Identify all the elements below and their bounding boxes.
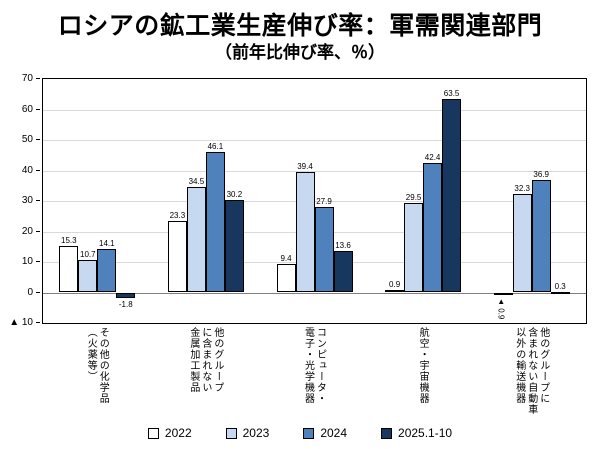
bar-2025.1-10-cat2 bbox=[224, 200, 244, 293]
y-tick-mark bbox=[36, 139, 40, 140]
bar-2024-cat2 bbox=[205, 151, 225, 293]
bar-value-label: 63.5 bbox=[443, 88, 460, 98]
gridline bbox=[43, 201, 586, 202]
y-tick-label: 20 bbox=[21, 225, 33, 237]
legend-label: 2025.1-10 bbox=[398, 426, 453, 440]
x-category-label: 他のグループ に含まれない 金属加工製品 bbox=[151, 327, 260, 419]
bar-2022-cat4 bbox=[385, 289, 405, 293]
bar-value-label: 9.4 bbox=[280, 253, 292, 263]
legend-item-2023: 2023 bbox=[225, 426, 270, 440]
bar-value-label: 46.1 bbox=[207, 141, 224, 151]
y-axis: 70 60 50 40 30 20 10 0 ▲ 10 bbox=[0, 74, 40, 328]
plot-region: 15.3 23.3 9.4 0.9 ▲ 0.9 10.7 34.5 39.4 29.5 32.3 1… bbox=[42, 78, 587, 324]
bar-value-label: 42.4 bbox=[424, 153, 441, 163]
bar-value-label: 10.7 bbox=[80, 249, 96, 259]
bar-2023-cat2 bbox=[186, 187, 206, 293]
bar-value-label: 23.3 bbox=[169, 211, 186, 221]
legend-swatch bbox=[303, 427, 315, 439]
x-category-text: 他のグループ に含まれない 金属加工製品 bbox=[187, 327, 223, 393]
legend: 2022 2023 2024 2025.1-10 bbox=[0, 424, 600, 442]
y-tick-label: ▲ 10 bbox=[9, 317, 33, 328]
zero-gridline bbox=[43, 292, 586, 294]
bar-value-label: 39.4 bbox=[297, 162, 313, 172]
bar-2024-cat4 bbox=[423, 163, 443, 293]
legend-label: 2023 bbox=[242, 426, 270, 440]
x-category-label: 他のグループに 含まれない自動車 以外の輸送機器 bbox=[476, 327, 585, 419]
x-category-label: 航空・宇宙機器 bbox=[368, 327, 477, 419]
legend-swatch bbox=[381, 427, 393, 439]
legend-label: 2024 bbox=[320, 426, 348, 440]
bar-value-label: -1.8 bbox=[118, 299, 133, 309]
legend-swatch bbox=[225, 427, 237, 439]
gridline bbox=[43, 140, 586, 141]
bar-value-label: 34.5 bbox=[188, 177, 205, 187]
y-tick-label: 0 bbox=[27, 286, 33, 298]
bar-2022-cat2 bbox=[167, 221, 187, 293]
y-tick-mark bbox=[36, 291, 40, 293]
y-tick-mark bbox=[36, 261, 40, 262]
bar-2022-cat5 bbox=[493, 292, 513, 296]
x-category-label: コンピュータ・ 電子・光学機器 bbox=[259, 327, 368, 419]
legend-item-2025.1-10: 2025.1-10 bbox=[381, 426, 452, 440]
bar-2023-cat4 bbox=[404, 202, 424, 293]
x-axis-labels: その他の化学品 （火薬等） 他のグループ に含まれない 金属加工製品 コンピュータ・ 電子・… bbox=[42, 327, 585, 419]
x-category-text: その他の化学品 （火薬等） bbox=[85, 327, 109, 404]
bar-2023-cat1 bbox=[78, 259, 98, 293]
y-tick-label: 50 bbox=[21, 134, 33, 145]
legend-item-2024: 2024 bbox=[303, 426, 347, 440]
bar-value-label: 15.3 bbox=[61, 235, 77, 245]
bar-2024-cat3 bbox=[314, 207, 334, 293]
bar-value-label: 27.9 bbox=[316, 197, 332, 207]
bar-2023-cat5 bbox=[512, 193, 532, 293]
bar-2024-cat5 bbox=[531, 179, 551, 293]
legend-swatch bbox=[147, 427, 159, 439]
bar-value-label: ▲ 0.9 bbox=[496, 297, 506, 320]
bar-value-label: 36.9 bbox=[533, 169, 549, 179]
bar-2025.1-10-cat1 bbox=[116, 292, 136, 298]
bar-2025.1-10-cat5 bbox=[550, 291, 570, 294]
chart-title: ロシアの鉱工業生産伸び率：軍需関連部門 bbox=[57, 12, 543, 40]
bar-value-label: 29.5 bbox=[405, 192, 422, 202]
gridline bbox=[43, 109, 586, 111]
y-tick-mark bbox=[36, 322, 40, 323]
y-tick-label: 60 bbox=[21, 103, 33, 115]
gridline bbox=[43, 170, 586, 172]
legend-item-2022: 2022 bbox=[147, 426, 192, 440]
y-tick-label: 10 bbox=[21, 256, 33, 267]
y-tick-label: 40 bbox=[21, 164, 33, 176]
bar-2023-cat3 bbox=[295, 172, 315, 293]
bar-2024-cat1 bbox=[97, 249, 117, 293]
bar-value-label: 32.3 bbox=[514, 183, 530, 193]
y-tick-mark bbox=[36, 78, 40, 79]
x-category-text: 航空・宇宙機器 bbox=[417, 327, 429, 404]
legend-label: 2022 bbox=[164, 426, 192, 440]
bar-2022-cat3 bbox=[276, 263, 296, 293]
bar-2022-cat1 bbox=[59, 245, 79, 293]
y-tick-mark bbox=[36, 200, 40, 201]
y-tick-mark bbox=[36, 169, 40, 171]
y-tick-label: 30 bbox=[21, 195, 33, 206]
bar-2025.1-10-cat4 bbox=[442, 98, 462, 293]
bar-value-label: 0.3 bbox=[554, 281, 566, 291]
bar-value-label: 13.6 bbox=[335, 241, 351, 251]
bar-value-label: 14.1 bbox=[99, 239, 115, 249]
y-tick-mark bbox=[36, 230, 40, 232]
x-category-text: コンピュータ・ 電子・光学機器 bbox=[302, 327, 326, 404]
y-tick-label: 70 bbox=[21, 73, 33, 84]
bar-value-label: 30.2 bbox=[226, 190, 243, 200]
bar-value-label: 0.9 bbox=[389, 279, 401, 289]
x-category-text: 他のグループに 含まれない自動車 以外の輸送機器 bbox=[513, 327, 549, 415]
bar-2025.1-10-cat3 bbox=[333, 251, 353, 293]
x-category-label: その他の化学品 （火薬等） bbox=[42, 327, 151, 419]
chart-subtitle: （前年比伸び率、％） bbox=[215, 43, 385, 62]
y-tick-mark bbox=[36, 108, 40, 110]
